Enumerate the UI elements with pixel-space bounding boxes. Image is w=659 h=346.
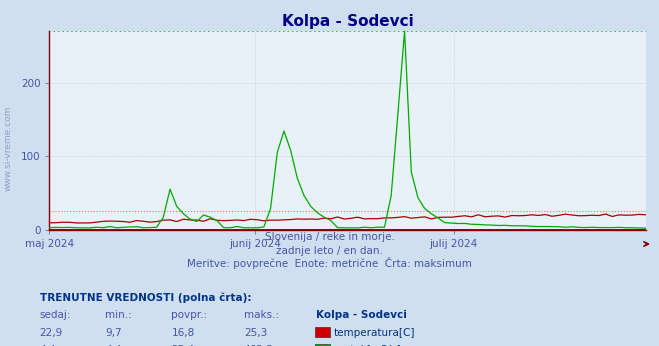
- Text: sedaj:: sedaj:: [40, 310, 71, 320]
- Title: Kolpa - Sodevci: Kolpa - Sodevci: [282, 13, 413, 29]
- Text: pretok[m3/s]: pretok[m3/s]: [333, 345, 401, 346]
- Text: 25,4: 25,4: [171, 345, 194, 346]
- Text: povpr.:: povpr.:: [171, 310, 208, 320]
- Text: zadnje leto / en dan.: zadnje leto / en dan.: [276, 246, 383, 256]
- Text: temperatura[C]: temperatura[C]: [333, 328, 415, 338]
- Text: 9,7: 9,7: [105, 328, 122, 338]
- Text: www.si-vreme.com: www.si-vreme.com: [4, 106, 13, 191]
- Text: Slovenija / reke in morje.: Slovenija / reke in morje.: [264, 233, 395, 243]
- Text: maks.:: maks.:: [244, 310, 279, 320]
- Text: 4,4: 4,4: [40, 345, 56, 346]
- Text: 16,8: 16,8: [171, 328, 194, 338]
- Text: TRENUTNE VREDNOSTI (polna črta):: TRENUTNE VREDNOSTI (polna črta):: [40, 292, 251, 303]
- Text: Kolpa - Sodevci: Kolpa - Sodevci: [316, 310, 407, 320]
- Text: 25,3: 25,3: [244, 328, 267, 338]
- Text: 22,9: 22,9: [40, 328, 63, 338]
- Text: min.:: min.:: [105, 310, 132, 320]
- Text: 4,4: 4,4: [105, 345, 122, 346]
- Text: Meritve: povprečne  Enote: metrične  Črta: maksimum: Meritve: povprečne Enote: metrične Črta:…: [187, 257, 472, 269]
- Text: 462,3: 462,3: [244, 345, 273, 346]
